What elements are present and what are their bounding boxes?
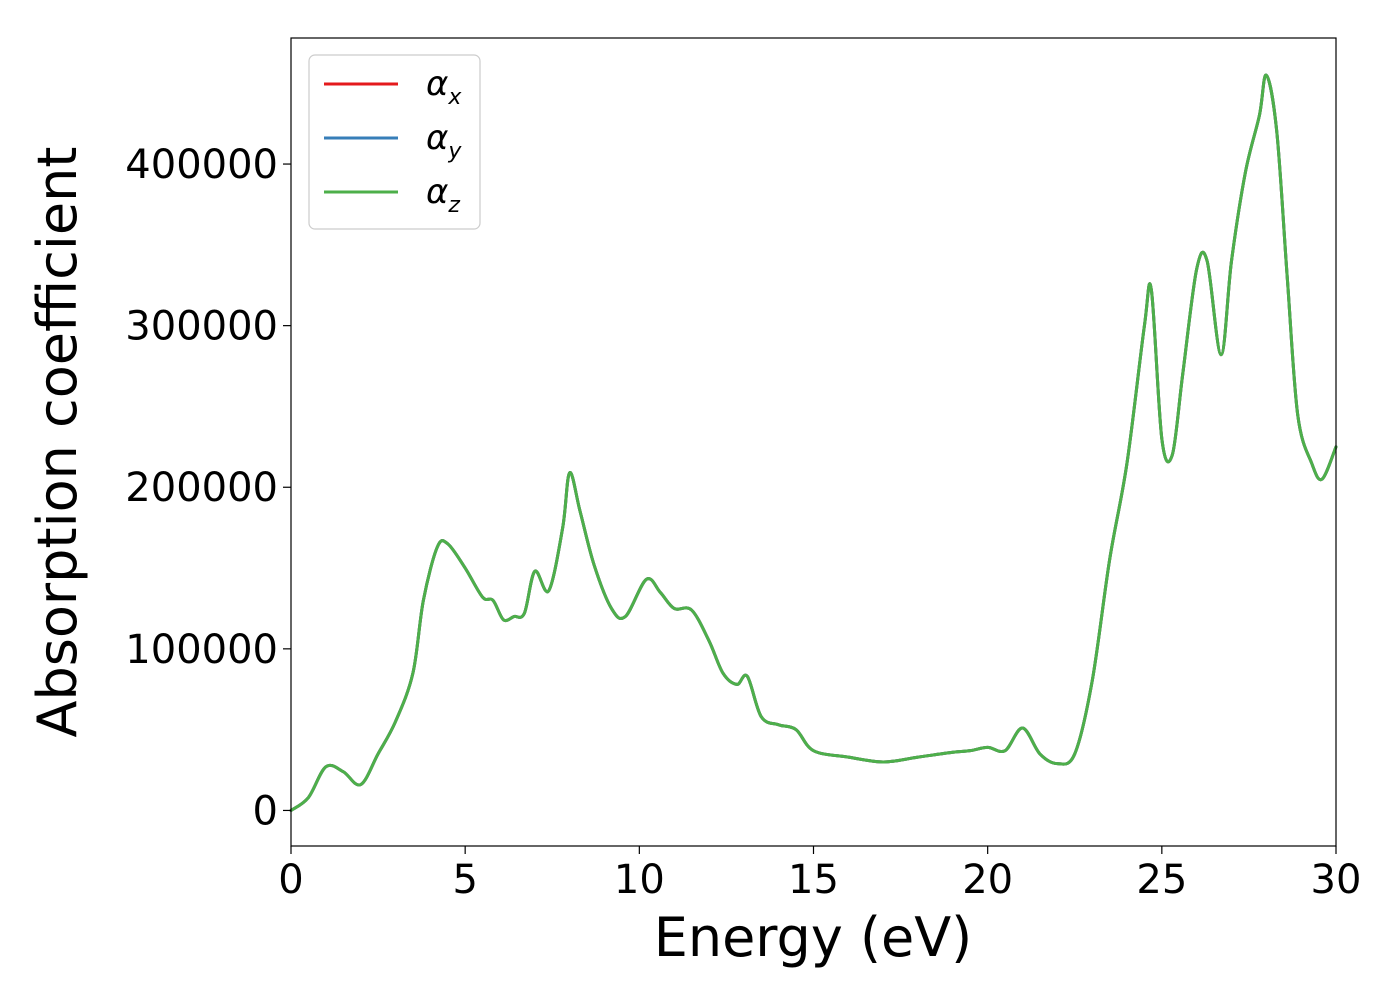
x-tick-label: 30 bbox=[1311, 857, 1362, 903]
series-layer bbox=[289, 73, 1338, 812]
y-tick-label: 100000 bbox=[125, 627, 278, 673]
x-tick-label: 10 bbox=[614, 857, 665, 903]
x-axis: 0 5 10 15 20 25 30 bbox=[278, 846, 1361, 903]
x-tick-label: 25 bbox=[1136, 857, 1187, 903]
legend: αx αy αz bbox=[308, 54, 481, 230]
y-tick-label: 0 bbox=[253, 788, 278, 834]
series-line-z bbox=[289, 73, 1338, 812]
y-tick-label: 400000 bbox=[125, 142, 278, 188]
y-tick-label: 200000 bbox=[125, 465, 278, 511]
legend-label-z: αz bbox=[426, 172, 460, 218]
y-tick-label: 300000 bbox=[125, 304, 278, 350]
y-axis-title: Absorption coefficient bbox=[26, 147, 89, 738]
x-tick-label: 20 bbox=[962, 857, 1013, 903]
x-axis-title: Energy (eV) bbox=[654, 906, 973, 969]
legend-box bbox=[308, 54, 481, 230]
x-tick-label: 15 bbox=[788, 857, 839, 903]
legend-label-x: αx bbox=[426, 64, 462, 110]
legend-label-y: αy bbox=[426, 118, 462, 164]
x-tick-label: 0 bbox=[278, 857, 303, 903]
x-tick-label: 5 bbox=[452, 857, 477, 903]
y-axis: 0 100000 200000 300000 400000 bbox=[125, 142, 291, 834]
